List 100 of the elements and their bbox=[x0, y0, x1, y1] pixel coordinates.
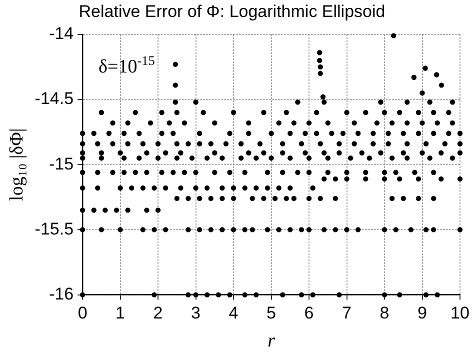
point bbox=[434, 292, 440, 298]
point bbox=[125, 208, 130, 213]
point bbox=[355, 130, 361, 136]
point bbox=[174, 110, 180, 116]
point bbox=[416, 130, 422, 136]
point bbox=[193, 185, 198, 191]
point bbox=[162, 150, 168, 156]
point bbox=[261, 196, 266, 202]
point bbox=[261, 150, 266, 156]
point bbox=[254, 292, 259, 298]
point bbox=[250, 227, 255, 232]
point bbox=[196, 130, 202, 136]
point bbox=[162, 185, 168, 191]
point bbox=[152, 227, 157, 232]
point bbox=[204, 155, 210, 161]
point bbox=[174, 141, 180, 146]
point bbox=[306, 120, 312, 126]
point bbox=[329, 130, 334, 136]
point bbox=[95, 141, 100, 146]
point bbox=[450, 155, 456, 161]
point bbox=[325, 155, 330, 161]
point bbox=[348, 155, 354, 161]
point bbox=[291, 120, 297, 126]
point bbox=[155, 208, 161, 213]
point bbox=[416, 110, 422, 116]
point bbox=[306, 196, 312, 202]
point bbox=[298, 141, 304, 146]
point bbox=[430, 130, 436, 136]
point bbox=[200, 110, 206, 116]
point bbox=[242, 227, 248, 232]
point bbox=[155, 155, 161, 161]
point bbox=[423, 141, 429, 146]
point bbox=[393, 227, 398, 232]
point bbox=[132, 110, 138, 116]
point bbox=[374, 120, 380, 126]
point bbox=[442, 141, 448, 146]
point bbox=[257, 141, 263, 146]
point bbox=[397, 292, 402, 298]
point bbox=[121, 170, 127, 176]
point bbox=[423, 227, 429, 232]
point bbox=[306, 170, 312, 176]
y-tick-label: -16 bbox=[48, 284, 74, 304]
point bbox=[125, 141, 130, 146]
point bbox=[246, 130, 252, 136]
point bbox=[316, 58, 322, 64]
x-tick-label: 10 bbox=[450, 304, 470, 323]
point bbox=[254, 155, 259, 161]
point bbox=[404, 120, 410, 126]
x-tick-label: 4 bbox=[228, 304, 238, 323]
point bbox=[302, 150, 308, 156]
point bbox=[336, 141, 342, 146]
point bbox=[212, 170, 218, 176]
x-tick-label: 2 bbox=[153, 304, 163, 323]
point bbox=[318, 64, 323, 70]
point bbox=[318, 141, 323, 146]
point bbox=[227, 292, 232, 298]
point bbox=[152, 185, 157, 191]
point bbox=[204, 292, 210, 298]
point bbox=[110, 141, 116, 146]
point bbox=[118, 227, 123, 232]
point bbox=[238, 155, 244, 161]
point bbox=[148, 120, 154, 126]
point bbox=[314, 130, 320, 136]
point bbox=[336, 292, 342, 298]
point bbox=[220, 185, 225, 191]
point bbox=[457, 176, 463, 182]
point bbox=[332, 227, 338, 232]
point bbox=[132, 170, 138, 176]
point bbox=[186, 227, 191, 232]
point bbox=[446, 110, 452, 116]
point bbox=[276, 227, 282, 232]
point bbox=[106, 130, 112, 136]
point bbox=[193, 170, 198, 176]
point bbox=[125, 120, 130, 126]
point bbox=[280, 150, 286, 156]
point bbox=[91, 130, 96, 136]
point bbox=[389, 155, 395, 161]
point bbox=[284, 196, 289, 202]
point bbox=[80, 155, 86, 161]
point bbox=[295, 100, 300, 105]
point bbox=[400, 196, 406, 202]
point bbox=[172, 62, 178, 67]
point bbox=[98, 155, 104, 161]
point bbox=[344, 176, 350, 182]
point bbox=[332, 176, 338, 182]
point bbox=[378, 150, 384, 156]
point bbox=[427, 155, 432, 161]
point bbox=[98, 110, 104, 116]
point bbox=[408, 227, 414, 232]
point bbox=[121, 130, 127, 136]
point bbox=[144, 208, 150, 213]
point bbox=[98, 227, 104, 232]
point bbox=[186, 141, 191, 146]
point bbox=[227, 170, 232, 176]
point bbox=[390, 33, 396, 38]
point bbox=[227, 130, 232, 136]
point bbox=[288, 227, 293, 232]
point bbox=[446, 130, 452, 136]
point bbox=[136, 155, 142, 161]
point bbox=[178, 150, 184, 156]
